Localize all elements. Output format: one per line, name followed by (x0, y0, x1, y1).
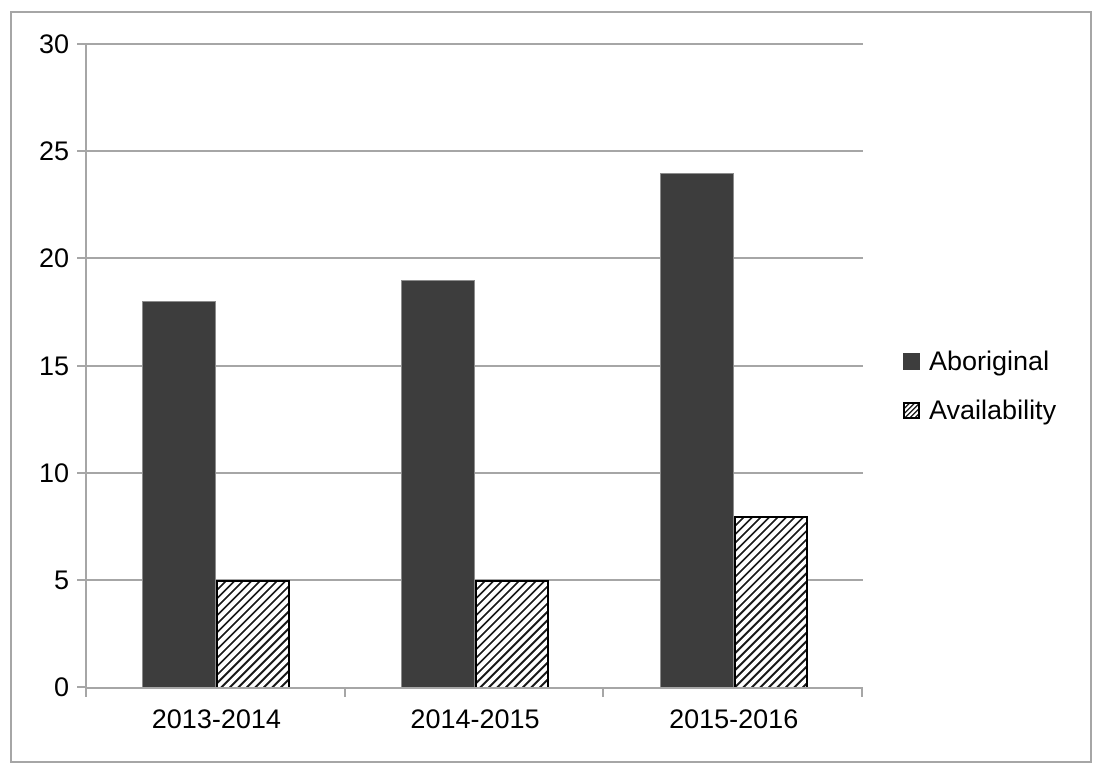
x-axis-tick-1 (343, 687, 346, 697)
x-axis-label-2013-2014: 2013-2014 (151, 704, 281, 734)
bar-aboriginal-2014-2015 (401, 279, 475, 687)
y-axis-tick-10 (77, 471, 87, 474)
y-axis-tick-5 (77, 578, 87, 581)
gridline-10 (87, 471, 863, 474)
x-axis-tick-3 (861, 687, 863, 697)
x-axis-label-2015-2016: 2015-2016 (669, 704, 799, 734)
gridline-30 (87, 43, 863, 45)
gridline-15 (87, 364, 863, 367)
y-axis-tick-25 (77, 150, 87, 153)
bar-availability-2013-2014 (216, 579, 291, 687)
chart-frame (10, 11, 1092, 763)
y-axis-label-5: 5 (53, 564, 69, 595)
x-axis-label-2014-2015: 2014-2015 (410, 704, 540, 734)
y-axis-label-25: 25 (38, 136, 69, 167)
legend-label-aboriginal: Aboriginal (929, 346, 1050, 376)
plot-area: 0 5 10 15 20 25 30 2013-2014 2014-2015 2015-2016 (39, 29, 863, 734)
bar-availability-2015-2016 (733, 515, 808, 687)
y-axis-label-10: 10 (38, 457, 69, 488)
bar-availability-2014-2015 (475, 579, 549, 687)
gridline-25 (87, 150, 863, 153)
x-axis-stub-left (85, 687, 87, 697)
x-axis-tick-2 (602, 687, 605, 697)
y-axis-label-0: 0 (53, 672, 69, 702)
legend-label-availability: Availability (929, 395, 1057, 425)
y-axis-tick-15 (77, 364, 87, 367)
bar-aboriginal-2015-2016 (659, 172, 734, 687)
legend-item-aboriginal: Aboriginal (903, 345, 1056, 377)
y-axis-tick-20 (77, 257, 87, 260)
gridline-20 (87, 257, 863, 260)
legend: Aboriginal Availability (903, 345, 1056, 443)
y-axis-label-20: 20 (38, 243, 69, 274)
y-axis-label-15: 15 (38, 350, 69, 381)
y-axis-label-30: 30 (38, 29, 69, 59)
y-axis-tick-0 (77, 686, 87, 688)
legend-item-availability: Availability (903, 394, 1056, 426)
legend-swatch-hatch-icon (903, 401, 920, 419)
bar-aboriginal-2013-2014 (142, 301, 217, 687)
legend-swatch-solid-icon (903, 352, 920, 370)
y-axis-tick-30 (77, 43, 87, 45)
